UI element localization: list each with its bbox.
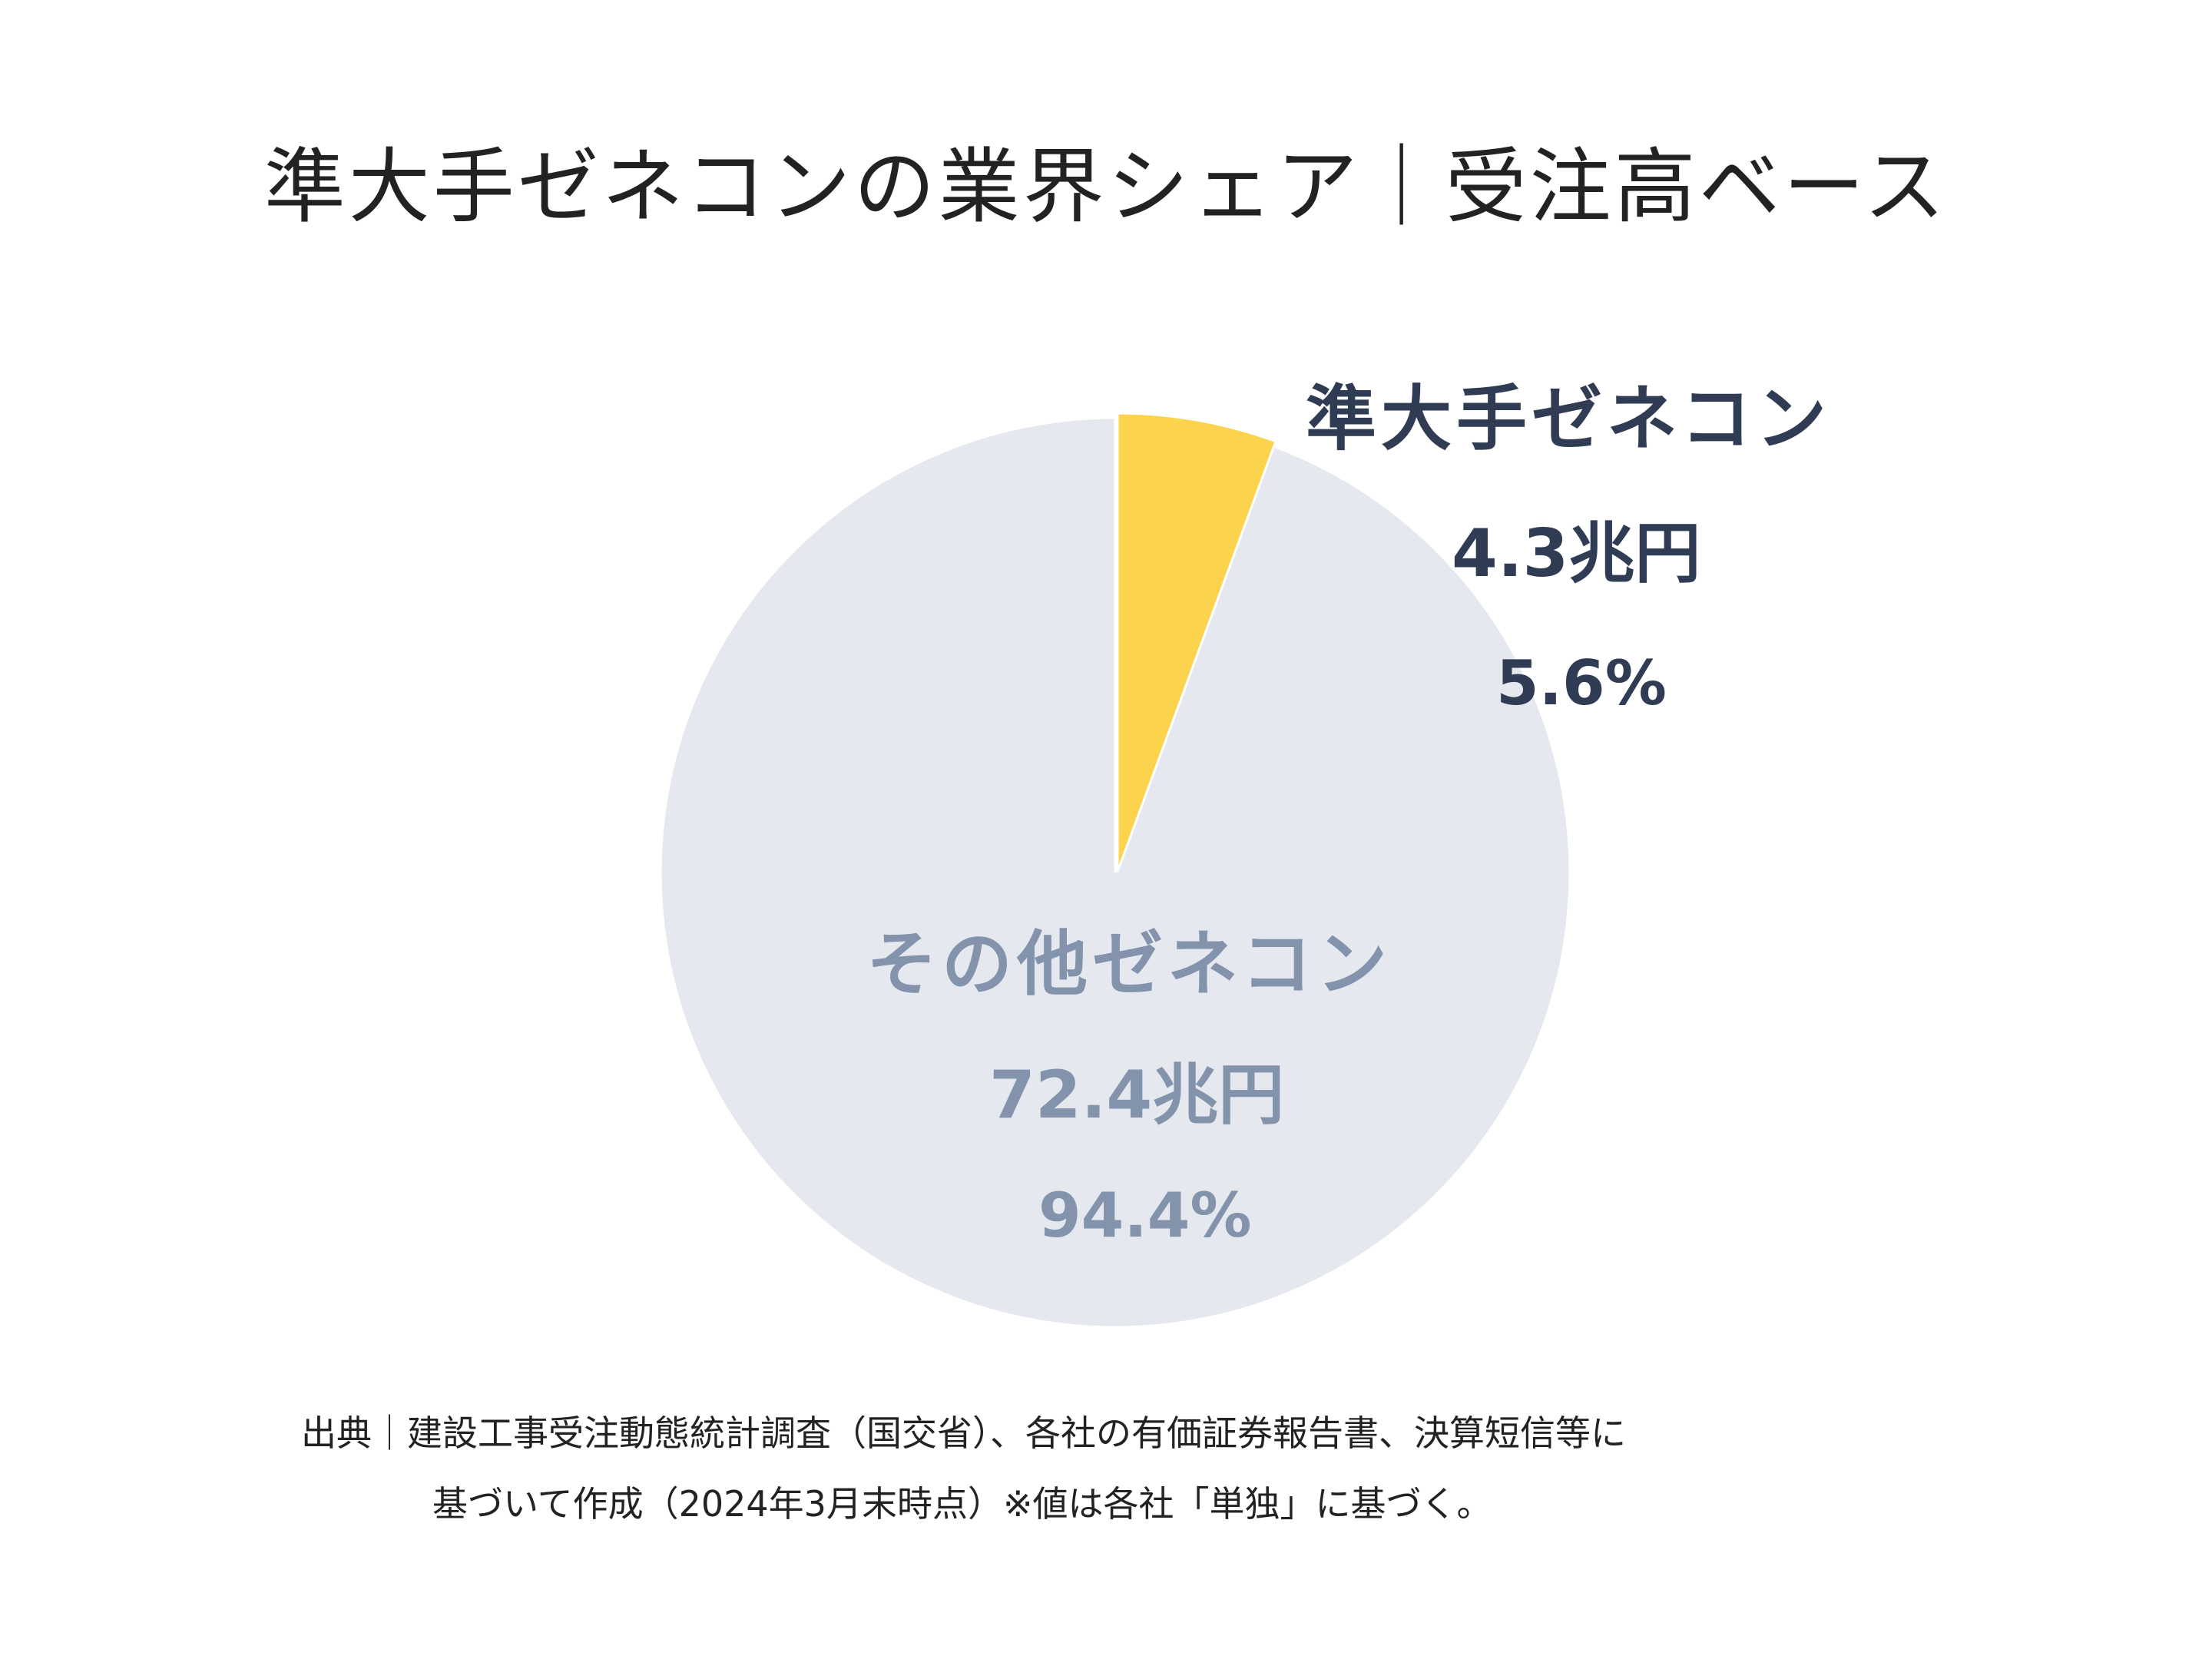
source-note-line-1: 出典｜建設工事受注動態統計調査（国交省）、各社の有価証券報告書、決算短信等に xyxy=(301,1412,1626,1454)
slice-value-major-general-contractors: 4.3兆円 xyxy=(1452,515,1701,592)
slice-label-major-general-contractors: 準大手ゼネコン xyxy=(1306,378,1832,460)
chart-title: 準大手ゼネコンの業界シェア｜受注高ベース xyxy=(263,140,1949,234)
pie-slice-major-general-contractors xyxy=(1116,412,1277,873)
slice-percent-other-general-contractors: 94.4% xyxy=(1038,1180,1252,1251)
source-note-line-2: 基づいて作成（2024年3月末時点）※値は各社「単独」に基づく。 xyxy=(432,1483,1492,1525)
slice-label-other-general-contractors: その他ゼネコン xyxy=(866,923,1392,1005)
pie-slice-other-general-contractors xyxy=(659,416,1571,1329)
slice-percent-major-general-contractors: 5.6% xyxy=(1496,647,1667,719)
slice-value-other-general-contractors: 72.4兆円 xyxy=(989,1057,1285,1134)
